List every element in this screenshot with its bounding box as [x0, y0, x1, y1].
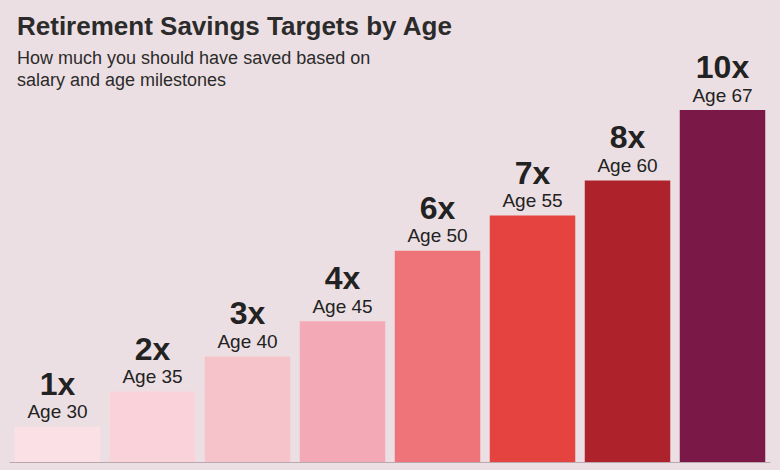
svg-text:1x: 1x [40, 366, 76, 402]
svg-text:salary and age milestones: salary and age milestones [17, 70, 226, 90]
svg-text:8x: 8x [610, 119, 646, 155]
svg-text:How much you should have saved: How much you should have saved based on [17, 48, 375, 68]
svg-text:6x: 6x [420, 190, 456, 226]
svg-text:Age 50: Age 50 [407, 225, 467, 246]
svg-text:3x: 3x [230, 295, 266, 331]
svg-text:Age 55: Age 55 [502, 190, 562, 211]
svg-text:7x: 7x [515, 155, 551, 191]
svg-text:2x: 2x [135, 331, 171, 367]
svg-text:Retirement Savings Targets by: Retirement Savings Targets by Age [17, 11, 452, 41]
svg-text:4x: 4x [325, 260, 361, 296]
svg-text:Age 40: Age 40 [217, 331, 277, 352]
svg-text:Age 67: Age 67 [692, 85, 752, 106]
svg-text:10x: 10x [696, 49, 750, 85]
svg-text:Age 35: Age 35 [122, 366, 182, 387]
svg-text:Age 60: Age 60 [597, 155, 657, 176]
svg-text:Age 45: Age 45 [312, 296, 372, 317]
svg-text:Age 30: Age 30 [27, 401, 87, 422]
